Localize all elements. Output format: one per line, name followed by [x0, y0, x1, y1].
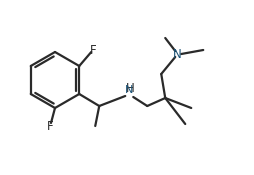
Text: N: N: [173, 47, 182, 61]
Text: H: H: [126, 82, 135, 95]
Text: F: F: [47, 120, 53, 132]
Text: N: N: [125, 85, 134, 95]
Text: F: F: [90, 44, 97, 57]
